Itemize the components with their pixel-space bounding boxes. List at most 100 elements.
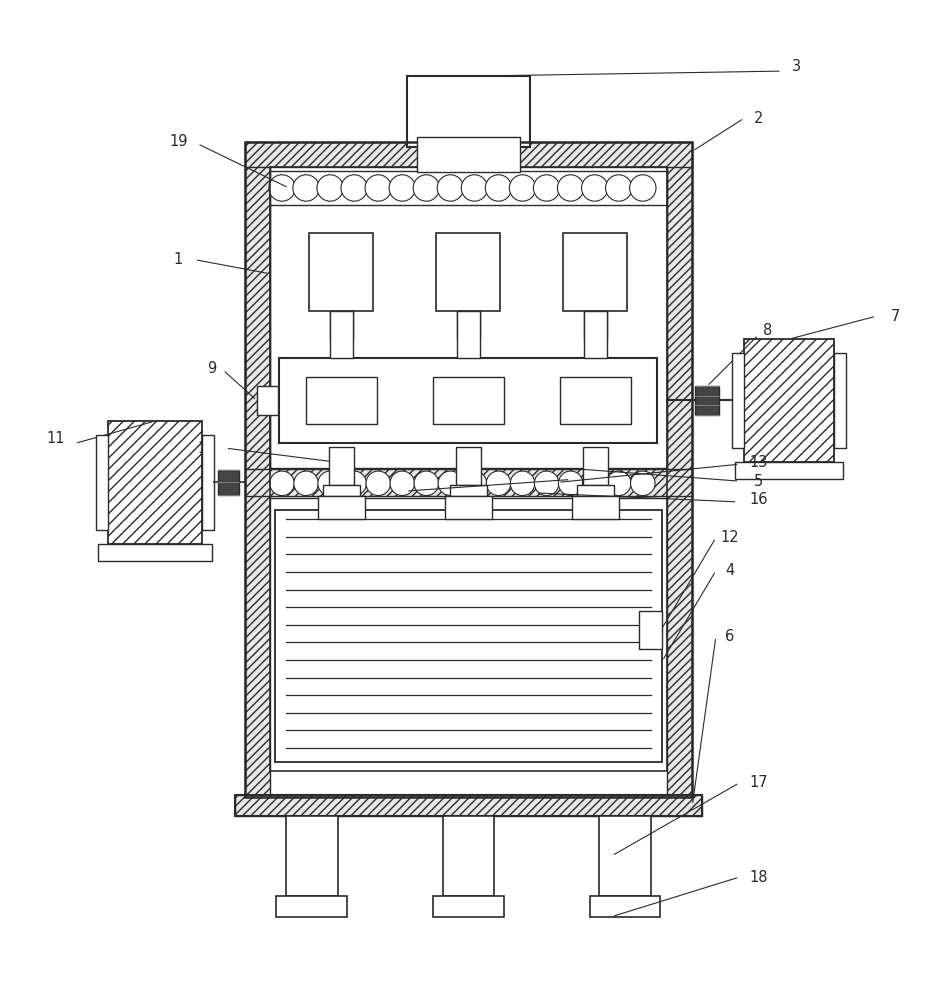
Bar <box>235 795 702 816</box>
Bar <box>96 435 107 530</box>
Circle shape <box>366 471 391 496</box>
Bar <box>244 142 692 797</box>
Circle shape <box>413 175 439 201</box>
Text: 10: 10 <box>198 441 216 456</box>
Circle shape <box>607 471 631 496</box>
Bar <box>244 142 270 797</box>
Bar <box>329 447 354 485</box>
Bar <box>745 339 834 462</box>
Bar <box>457 311 479 339</box>
Circle shape <box>557 175 584 201</box>
Circle shape <box>461 175 488 201</box>
Bar <box>330 311 353 339</box>
Bar <box>456 447 480 485</box>
Bar <box>584 311 607 339</box>
Bar <box>735 462 844 479</box>
Text: 7: 7 <box>890 309 900 324</box>
Bar <box>667 142 692 797</box>
Bar <box>577 485 613 496</box>
Bar <box>563 233 628 311</box>
Bar <box>244 142 692 167</box>
Bar <box>107 421 203 544</box>
Circle shape <box>510 175 535 201</box>
Bar <box>244 469 692 496</box>
Bar <box>277 896 347 917</box>
Text: 8: 8 <box>763 323 772 338</box>
Bar <box>599 816 651 896</box>
Circle shape <box>438 471 462 496</box>
Bar <box>638 611 662 649</box>
Text: 16: 16 <box>749 492 767 507</box>
Bar <box>450 485 487 496</box>
Bar <box>590 896 661 917</box>
Text: 1: 1 <box>174 252 184 267</box>
Circle shape <box>582 471 607 496</box>
Circle shape <box>414 471 438 496</box>
Circle shape <box>269 175 295 201</box>
Circle shape <box>462 471 487 496</box>
Circle shape <box>318 471 342 496</box>
Bar <box>442 816 495 896</box>
Circle shape <box>534 471 559 496</box>
Bar <box>437 233 500 311</box>
Bar <box>306 377 377 424</box>
Bar <box>834 353 846 448</box>
Text: 4: 4 <box>726 563 734 578</box>
Text: 13: 13 <box>749 455 767 470</box>
Circle shape <box>365 175 392 201</box>
Bar <box>218 470 239 495</box>
Bar <box>457 311 479 358</box>
Bar <box>280 358 657 443</box>
Bar <box>583 447 608 485</box>
Circle shape <box>342 471 366 496</box>
Text: 17: 17 <box>749 775 767 790</box>
Circle shape <box>293 175 320 201</box>
Bar <box>257 386 278 415</box>
Text: 9: 9 <box>207 361 216 376</box>
Bar <box>99 544 211 561</box>
Bar <box>584 311 607 358</box>
Bar <box>417 137 520 172</box>
Circle shape <box>558 471 583 496</box>
Circle shape <box>581 175 608 201</box>
Bar <box>323 485 359 496</box>
Circle shape <box>606 175 632 201</box>
Bar <box>318 496 365 519</box>
Circle shape <box>486 471 511 496</box>
Bar <box>309 233 374 311</box>
Bar <box>732 353 745 448</box>
Circle shape <box>389 175 416 201</box>
Text: 11: 11 <box>47 431 66 446</box>
Circle shape <box>341 175 367 201</box>
Bar <box>203 435 214 530</box>
Circle shape <box>534 175 560 201</box>
Bar <box>270 167 667 771</box>
Bar <box>572 496 619 519</box>
Circle shape <box>294 471 319 496</box>
Text: 5: 5 <box>754 474 763 489</box>
Text: 12: 12 <box>721 530 739 545</box>
Text: 3: 3 <box>791 59 801 74</box>
Bar <box>330 311 353 358</box>
Circle shape <box>631 471 655 496</box>
Bar <box>560 377 631 424</box>
Circle shape <box>511 471 534 496</box>
Circle shape <box>630 175 656 201</box>
Bar <box>445 496 492 519</box>
Circle shape <box>317 175 343 201</box>
Bar <box>433 896 504 917</box>
Text: 18: 18 <box>749 870 767 885</box>
Bar <box>695 386 719 415</box>
Circle shape <box>390 471 415 496</box>
Bar <box>407 76 530 147</box>
Bar <box>286 816 338 896</box>
Bar <box>275 510 662 762</box>
Circle shape <box>270 471 294 496</box>
Bar <box>235 795 702 816</box>
Circle shape <box>485 175 512 201</box>
Text: 2: 2 <box>753 111 763 126</box>
Bar <box>433 377 504 424</box>
Text: 6: 6 <box>726 629 734 644</box>
Circle shape <box>437 175 463 201</box>
Text: 19: 19 <box>169 134 187 149</box>
